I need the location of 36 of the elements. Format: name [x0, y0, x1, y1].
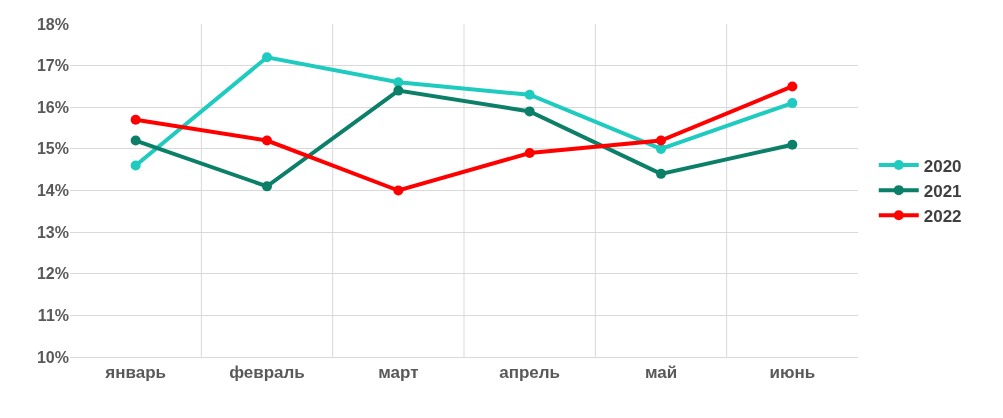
legend-label: 2022	[923, 206, 962, 226]
point	[393, 85, 404, 96]
y-tick-label: 16%	[36, 98, 69, 116]
y-tick-label: 17%	[36, 57, 69, 75]
x-tick-label: май	[644, 363, 678, 383]
point	[262, 135, 272, 146]
x-tick-label: март	[378, 363, 419, 383]
point	[524, 89, 535, 100]
x-tick-label: январь	[104, 363, 167, 383]
y-tick-label: 14%	[36, 182, 69, 200]
point	[656, 135, 666, 146]
point	[524, 148, 535, 159]
legend-label: 2021	[923, 181, 962, 201]
point	[787, 139, 798, 150]
point	[393, 77, 404, 88]
point	[787, 81, 798, 92]
x-tick-label: апрель	[499, 363, 561, 383]
point	[393, 185, 404, 196]
y-tick-label: 10%	[36, 348, 69, 366]
x-tick-label: февраль	[229, 363, 305, 383]
point	[130, 135, 141, 146]
point	[656, 168, 666, 179]
point	[656, 143, 666, 154]
legend-label: 2020	[923, 156, 962, 176]
point	[130, 114, 141, 125]
y-tick-label: 12%	[36, 265, 69, 283]
point	[262, 52, 272, 63]
point	[524, 106, 535, 117]
point	[130, 160, 141, 171]
y-tick-label: 13%	[36, 223, 69, 241]
y-tick-label: 11%	[37, 306, 69, 324]
y-tick-label: 18%	[36, 15, 69, 33]
x-tick-label: июнь	[769, 363, 816, 383]
point	[787, 98, 798, 109]
point	[262, 181, 272, 192]
y-tick-label: 15%	[36, 140, 69, 158]
